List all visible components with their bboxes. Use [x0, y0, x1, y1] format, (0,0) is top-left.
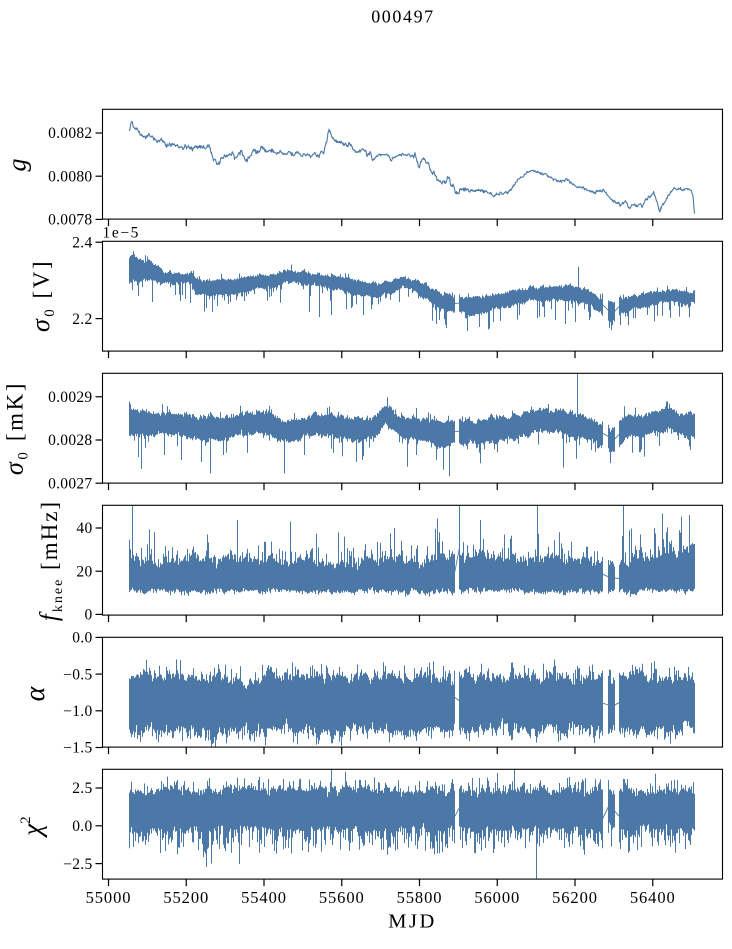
svg-text:−0.5: −0.5	[63, 666, 92, 683]
svg-text:55400: 55400	[241, 888, 287, 907]
svg-text:0.0027: 0.0027	[48, 475, 92, 492]
svg-text:−1.0: −1.0	[63, 703, 92, 720]
svg-text:0.0078: 0.0078	[48, 212, 92, 229]
svg-text:fknee [mHz]: fknee [mHz]	[36, 500, 66, 621]
svg-text:55000: 55000	[86, 888, 132, 907]
svg-text:χ2: χ2	[17, 816, 47, 838]
svg-text:1e−5: 1e−5	[103, 225, 141, 242]
svg-text:0.0029: 0.0029	[48, 389, 92, 406]
svg-text:0: 0	[84, 607, 92, 624]
svg-text:2.2: 2.2	[72, 311, 92, 328]
svg-text:56200: 56200	[552, 888, 598, 907]
svg-text:α: α	[20, 685, 51, 701]
svg-text:g: g	[3, 159, 32, 172]
svg-text:0.0: 0.0	[72, 818, 92, 835]
svg-text:2.5: 2.5	[72, 780, 92, 797]
svg-text:0.0082: 0.0082	[48, 125, 92, 142]
svg-text:0.0: 0.0	[72, 630, 92, 647]
svg-text:0.0028: 0.0028	[48, 432, 92, 449]
svg-text:σ0 [V]: σ0 [V]	[26, 259, 58, 332]
svg-text:40: 40	[76, 520, 92, 537]
svg-text:56000: 56000	[474, 888, 520, 907]
svg-text:2.4: 2.4	[72, 234, 92, 251]
svg-text:σ0 [mK]: σ0 [mK]	[0, 381, 32, 475]
svg-text:000497: 000497	[371, 7, 435, 27]
svg-text:55600: 55600	[319, 888, 365, 907]
svg-text:55800: 55800	[397, 888, 443, 907]
svg-text:−1.5: −1.5	[63, 740, 92, 757]
svg-text:MJD: MJD	[388, 911, 437, 933]
svg-text:−2.5: −2.5	[63, 856, 92, 873]
svg-text:55200: 55200	[163, 888, 209, 907]
svg-text:56400: 56400	[630, 888, 676, 907]
svg-text:0.0080: 0.0080	[48, 168, 92, 185]
svg-text:20: 20	[76, 563, 92, 580]
